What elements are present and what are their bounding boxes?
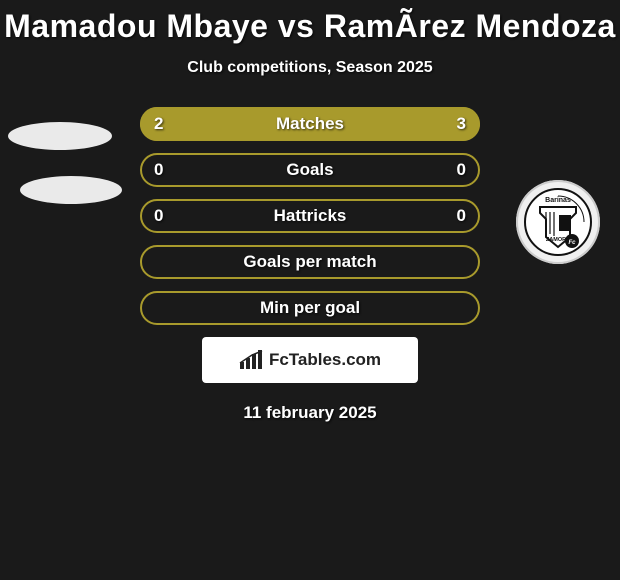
- player-photo-placeholder-1: [8, 122, 112, 150]
- fctables-logo: FcTables.com: [202, 337, 418, 383]
- player-photo-placeholder-2: [20, 176, 122, 204]
- stat-label: Min per goal: [140, 291, 480, 325]
- page-title: Mamadou Mbaye vs RamÃ­rez Mendoza: [0, 0, 620, 45]
- stat-value-right: 3: [457, 107, 466, 141]
- stat-value-left: 0: [154, 153, 163, 187]
- date-text: 11 february 2025: [0, 403, 620, 423]
- stat-label: Goals per match: [140, 245, 480, 279]
- bar-chart-icon: [239, 350, 263, 370]
- stat-bar: Goals per match: [140, 245, 480, 279]
- badge-fc-text: Fc: [568, 240, 576, 246]
- stat-value-left: 0: [154, 199, 163, 233]
- stat-label: Hattricks: [140, 199, 480, 233]
- stat-value-right: 0: [457, 153, 466, 187]
- subtitle: Club competitions, Season 2025: [0, 59, 620, 77]
- badge-top-text: Barinas: [545, 197, 571, 204]
- stat-bar: Min per goal: [140, 291, 480, 325]
- stat-label: Matches: [140, 107, 480, 141]
- stat-value-left: 2: [154, 107, 163, 141]
- stat-bar: Matches2 3: [140, 107, 480, 141]
- stat-label: Goals: [140, 153, 480, 187]
- stat-bar: Goals0 0: [140, 153, 480, 187]
- fctables-logo-text: FcTables.com: [269, 350, 381, 370]
- stat-value-right: 0: [457, 199, 466, 233]
- stat-row-min-per-goal: Min per goal: [0, 291, 620, 325]
- stat-bar: Hattricks0 0: [140, 199, 480, 233]
- club-badge: Barinas ZAMORA Fc: [516, 180, 600, 264]
